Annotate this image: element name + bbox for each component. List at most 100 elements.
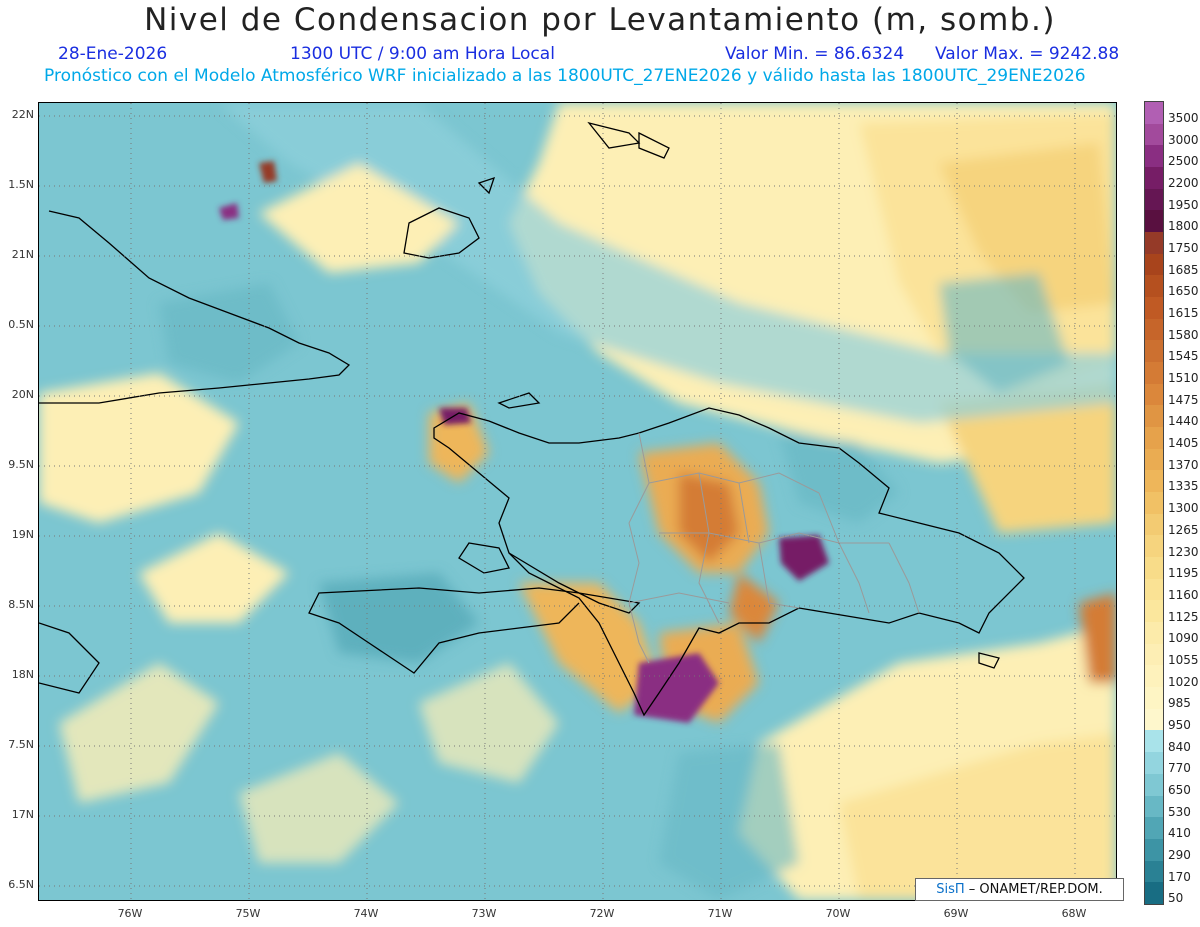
colorbar-label: 1685 (1168, 262, 1199, 277)
colorbar-segment (1145, 622, 1163, 644)
colorbar-label: 1615 (1168, 306, 1199, 321)
latitude-label: 21N (11, 248, 34, 261)
colorbar-segment (1145, 383, 1163, 406)
colorbar-label: 1020 (1168, 674, 1199, 689)
latitude-label: 9.5N (8, 458, 34, 471)
map-title: Nivel de Condensacion por Levantamiento … (144, 2, 1056, 38)
colorbar-label: 840 (1168, 739, 1191, 754)
colorbar-label: 1055 (1168, 652, 1199, 667)
colorbar-label: 1545 (1168, 349, 1199, 364)
colorbar-segment (1145, 340, 1163, 363)
colorbar-label: 2500 (1168, 154, 1199, 169)
colorbar-segment (1145, 665, 1163, 688)
sisp-logo-text: SisΠ (936, 882, 965, 897)
longitude-label: 75W (235, 907, 261, 920)
latitude-label: 8.5N (8, 598, 34, 611)
colorbar-segment (1145, 643, 1163, 666)
colorbar-segment (1145, 253, 1163, 276)
colorbar-segment (1145, 405, 1163, 428)
colorbar-label: 985 (1168, 696, 1191, 711)
latitude-label: 1.5N (8, 178, 34, 191)
colorbar-segment (1145, 795, 1163, 818)
colorbar-segment (1145, 730, 1163, 753)
colorbar-label: 1300 (1168, 501, 1199, 516)
longitude-label: 74W (353, 907, 379, 920)
min-value: Valor Min. = 86.6324 (725, 44, 905, 64)
colorbar-segment (1145, 817, 1163, 839)
colorbar-label: 2200 (1168, 176, 1199, 191)
credit-org: – ONAMET/REP.DOM. (968, 882, 1103, 897)
latitude-label: 7.5N (8, 738, 34, 751)
colorbar-segment (1145, 448, 1163, 471)
map-panel (38, 102, 1117, 901)
colorbar-segment (1145, 535, 1163, 558)
colorbar-segment (1145, 210, 1163, 233)
colorbar-label: 1125 (1168, 609, 1199, 624)
colorbar-label: 530 (1168, 804, 1191, 819)
colorbar-label: 1090 (1168, 631, 1199, 646)
colorbar-label: 290 (1168, 847, 1191, 862)
latitude-label: 19N (11, 528, 34, 541)
colorbar-segment (1145, 752, 1163, 774)
longitude-label: 72W (589, 907, 615, 920)
lcl-field-map (39, 103, 1116, 900)
latitude-label: 18N (11, 668, 34, 681)
colorbar-label: 1370 (1168, 457, 1199, 472)
colorbar-label: 50 (1168, 891, 1184, 906)
colorbar-label: 1335 (1168, 479, 1199, 494)
colorbar-segment (1145, 232, 1163, 254)
longitude-label: 68W (1061, 907, 1087, 920)
colorbar-segment (1145, 123, 1163, 146)
colorbar-segment (1145, 297, 1163, 319)
colorbar-segment (1145, 578, 1163, 601)
colorbar-segment (1145, 275, 1163, 298)
colorbar-segment (1145, 557, 1163, 579)
longitude-label: 73W (471, 907, 497, 920)
colorbar-segment (1145, 773, 1163, 796)
colorbar-label: 1950 (1168, 197, 1199, 212)
longitude-label: 70W (825, 907, 851, 920)
latitude-label: 6.5N (8, 878, 34, 891)
colorbar-label: 950 (1168, 717, 1191, 732)
colorbar-label: 1230 (1168, 544, 1199, 559)
colorbar-label: 410 (1168, 826, 1191, 841)
colorbar-label: 1475 (1168, 392, 1199, 407)
colorbar-segment (1145, 318, 1163, 341)
colorbar-segment (1145, 687, 1163, 709)
colorbar-label: 1195 (1168, 566, 1199, 581)
forecast-date: 28-Ene-2026 (58, 44, 168, 64)
colorbar-segment (1145, 145, 1163, 168)
colorbar-label: 3000 (1168, 132, 1199, 147)
forecast-info: Pronóstico con el Modelo Atmosférico WRF… (44, 66, 1086, 86)
colorbar-label: 1750 (1168, 241, 1199, 256)
longitude-label: 71W (707, 907, 733, 920)
colorbar-segment (1145, 167, 1163, 189)
forecast-time: 1300 UTC / 9:00 am Hora Local (290, 44, 555, 64)
colorbar-segment (1145, 513, 1163, 536)
longitude-label: 69W (943, 907, 969, 920)
latitude-label: 20N (11, 388, 34, 401)
colorbar-segment (1145, 600, 1163, 623)
colorbar-label: 1440 (1168, 414, 1199, 429)
longitude-label: 76W (117, 907, 143, 920)
colorbar-segment (1145, 882, 1163, 904)
colorbar-segment (1145, 362, 1163, 384)
colorbar-label: 1650 (1168, 284, 1199, 299)
colorbar-segment (1145, 492, 1163, 514)
colorbar-label: 170 (1168, 869, 1191, 884)
colorbar-segment (1145, 470, 1163, 493)
latitude-label: 0.5N (8, 318, 34, 331)
colorbar-label: 1800 (1168, 219, 1199, 234)
colorbar-label: 1510 (1168, 371, 1199, 386)
colorbar-label: 650 (1168, 782, 1191, 797)
colorbar-segment (1145, 427, 1163, 449)
latitude-label: 22N (11, 108, 34, 121)
colorbar-label: 1405 (1168, 436, 1199, 451)
colorbar-label: 3500 (1168, 111, 1199, 125)
colorbar-segment (1145, 102, 1163, 124)
max-value: Valor Max. = 9242.88 (935, 44, 1120, 64)
colorbar-label: 770 (1168, 761, 1191, 776)
credit-box: SisΠ – ONAMET/REP.DOM. (915, 878, 1124, 901)
colorbar (1144, 101, 1164, 905)
colorbar-label: 1160 (1168, 587, 1199, 602)
